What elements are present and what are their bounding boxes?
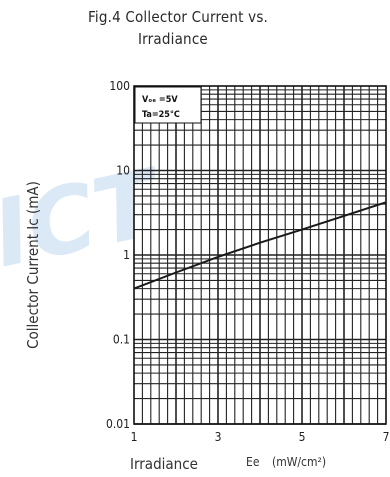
chart-title-line1: Fig.4 Collector Current vs.: [88, 8, 269, 26]
x-axis-unit: (mW/cm²): [272, 455, 326, 469]
chart-title-line2: Irradiance: [138, 30, 208, 48]
y-axis-label: Collector Current Ic (mA): [24, 181, 42, 349]
series-line: [133, 201, 387, 290]
plot-frame: [133, 85, 387, 425]
y-tick-labels: 100 10 1 0.1 0.01: [106, 79, 130, 431]
y-tick-label: 100: [109, 79, 130, 93]
plot-grid: [134, 86, 386, 425]
x-tick-label: 5: [299, 430, 306, 444]
y-tick-label: 1: [123, 248, 130, 262]
legend-temperature: Ta=25°C: [142, 110, 180, 120]
x-tick-label: 7: [383, 430, 390, 444]
x-axis-label: Irradiance: [130, 455, 198, 473]
x-tick-label: 3: [215, 430, 222, 444]
y-tick-label: 0.1: [113, 333, 130, 347]
legend: Vₒₑ =5V Ta=25°C: [134, 86, 202, 124]
legend-vce: Vₒₑ =5V: [142, 95, 178, 105]
chart-title: Fig.4 Collector Current vs. Irradiance: [60, 6, 360, 50]
x-tick-label: 1: [131, 430, 138, 444]
legend-box: [134, 86, 202, 124]
x-tick-labels: 1 3 5 7: [131, 430, 390, 444]
y-tick-label: 10: [116, 164, 130, 178]
y-tick-label: 0.01: [106, 417, 130, 431]
x-axis-unit-symbol: Ee: [246, 455, 260, 469]
